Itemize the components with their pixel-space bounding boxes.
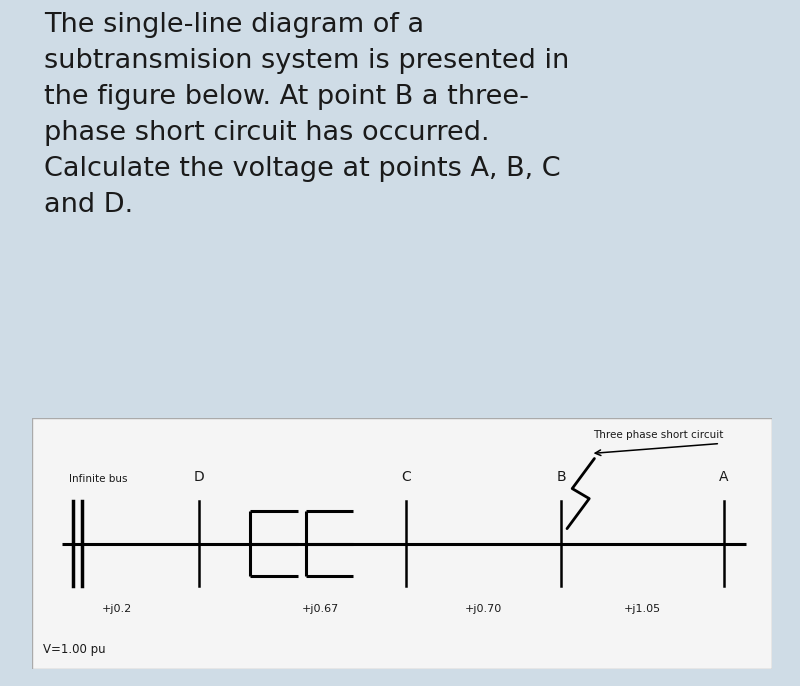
Text: D: D <box>193 469 204 484</box>
FancyBboxPatch shape <box>32 418 772 669</box>
Text: The single-line diagram of a
subtransmision system is presented in
the figure be: The single-line diagram of a subtransmis… <box>44 12 570 218</box>
Text: +j0.70: +j0.70 <box>465 604 502 614</box>
Text: +j1.05: +j1.05 <box>624 604 661 614</box>
Text: C: C <box>401 469 410 484</box>
Text: A: A <box>719 469 729 484</box>
Text: B: B <box>556 469 566 484</box>
Text: V=1.00 pu: V=1.00 pu <box>43 643 106 657</box>
Text: +j0.67: +j0.67 <box>302 604 339 614</box>
Text: +j0.2: +j0.2 <box>102 604 132 614</box>
Text: Three phase short circuit: Three phase short circuit <box>594 429 724 440</box>
Text: Infinite bus: Infinite bus <box>69 473 127 484</box>
